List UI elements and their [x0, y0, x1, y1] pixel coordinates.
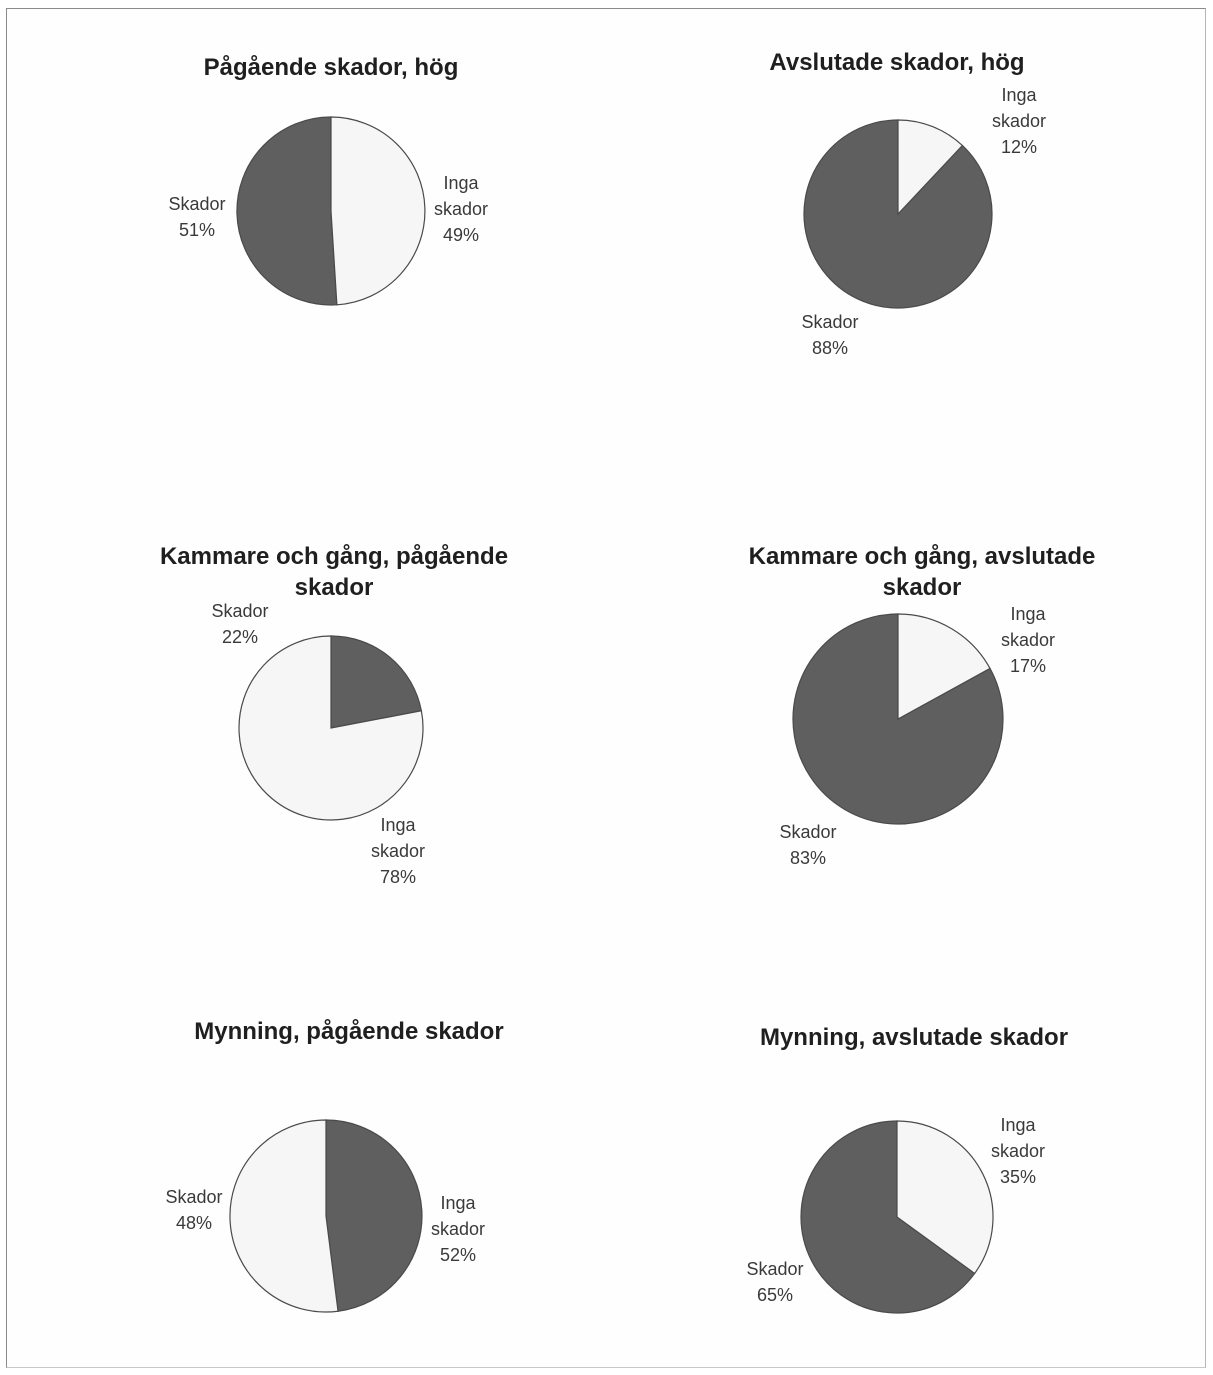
slice-label-line: skador [434, 199, 488, 219]
pie-chart-5: Mynning, pågående skador Skador 48% Inga ska… [165, 1018, 504, 1313]
slice-label-line: 49% [443, 225, 479, 245]
chart-title-line: Kammare och gång, pågående [160, 543, 508, 570]
pie-slice-inga-skador [238, 635, 424, 821]
slice-label-line: 35% [1000, 1167, 1036, 1187]
pie-slice-inga-skador [897, 613, 991, 721]
pie-chart-6: Mynning, avslutade skador Skador 65% Inga sk… [746, 1024, 1068, 1314]
chart-title-line: Mynning, avslutade skador [760, 1024, 1068, 1051]
chart-title: Avslutade skador, hög [769, 49, 1024, 76]
slice-label-line: Skador [165, 1187, 222, 1207]
slice-label-line: Skador [746, 1259, 803, 1279]
pie-slice-skador [800, 1120, 976, 1314]
pie-chart-3: Kammare och gång, pågående skador Skador 22… [160, 543, 508, 887]
slice-label-line: 12% [1001, 137, 1037, 157]
slice-label-line: 48% [176, 1213, 212, 1233]
pie-slice-skador [325, 1119, 423, 1312]
slice-label-skador: Skador 22% [211, 601, 268, 647]
chart-title-line: Mynning, pågående skador [194, 1018, 503, 1045]
slice-label-line: Skador [211, 601, 268, 621]
slice-label-skador: Skador 51% [168, 194, 225, 240]
slice-label-inga-skador: Inga skador 35% [991, 1115, 1045, 1187]
chart-title-line: Kammare och gång, avslutade [749, 543, 1096, 570]
slice-label-line: Skador [168, 194, 225, 214]
slice-label-skador: Skador 83% [779, 822, 836, 868]
slice-label-line: Inga [443, 173, 479, 193]
slice-label-line: skador [431, 1219, 485, 1239]
slice-label-line: Inga [1001, 85, 1037, 105]
pie-slice-inga-skador [229, 1119, 339, 1313]
slice-label-line: 51% [179, 220, 215, 240]
slice-label-line: 17% [1010, 656, 1046, 676]
chart-title-line: skador [295, 574, 374, 601]
chart-title: Mynning, avslutade skador [760, 1024, 1068, 1051]
slice-label-skador: Skador 48% [165, 1187, 222, 1233]
slice-label-line: skador [991, 1141, 1045, 1161]
slice-label-line: 22% [222, 627, 258, 647]
figure-frame [6, 8, 1206, 1368]
chart-title-line: Pågående skador, hög [204, 54, 459, 81]
pie-slice-inga-skador [897, 119, 964, 216]
chart-title: Pågående skador, hög [204, 54, 459, 81]
slice-label-inga-skador: Inga skador 52% [431, 1193, 485, 1265]
slice-label-line: skador [371, 841, 425, 861]
chart-title-line: skador [883, 574, 962, 601]
slice-label-inga-skador: Inga skador 78% [371, 815, 425, 887]
slice-label-line: skador [992, 111, 1046, 131]
pie-slice-skador [236, 116, 338, 306]
slice-label-line: 52% [440, 1245, 476, 1265]
slice-label-line: 83% [790, 848, 826, 868]
chart-title-line: Avslutade skador, hög [769, 49, 1024, 76]
slice-label-line: skador [1001, 630, 1055, 650]
slice-label-line: 78% [380, 867, 416, 887]
pie-chart-1: Pågående skador, hög Skador 51% Inga skador 4… [168, 54, 488, 306]
slice-label-line: Inga [380, 815, 416, 835]
pie-slice-inga-skador [896, 1120, 994, 1275]
chart-title: Kammare och gång, pågående skador [160, 543, 508, 601]
slice-label-line: Inga [1000, 1115, 1036, 1135]
slice-label-line: Skador [779, 822, 836, 842]
pie-slice-inga-skador [330, 116, 426, 306]
slice-label-line: 65% [757, 1285, 793, 1305]
slice-label-inga-skador: Inga skador 12% [992, 85, 1046, 157]
pie-chart-2: Avslutade skador, hög Skador 88% Inga skador… [769, 49, 1046, 358]
slice-label-line: Inga [440, 1193, 476, 1213]
slice-label-skador: Skador 65% [746, 1259, 803, 1305]
slice-label-inga-skador: Inga skador 49% [434, 173, 488, 245]
slice-label-line: Inga [1010, 604, 1046, 624]
chart-title: Mynning, pågående skador [194, 1018, 503, 1045]
chart-title: Kammare och gång, avslutade skador [749, 543, 1096, 601]
pie-chart-4: Kammare och gång, avslutade skador Skador 8… [749, 543, 1096, 868]
slice-label-line: 88% [812, 338, 848, 358]
slice-label-inga-skador: Inga skador 17% [1001, 604, 1055, 676]
slice-label-line: Skador [801, 312, 858, 332]
slice-label-skador: Skador 88% [801, 312, 858, 358]
pie-slice-skador [330, 635, 423, 729]
